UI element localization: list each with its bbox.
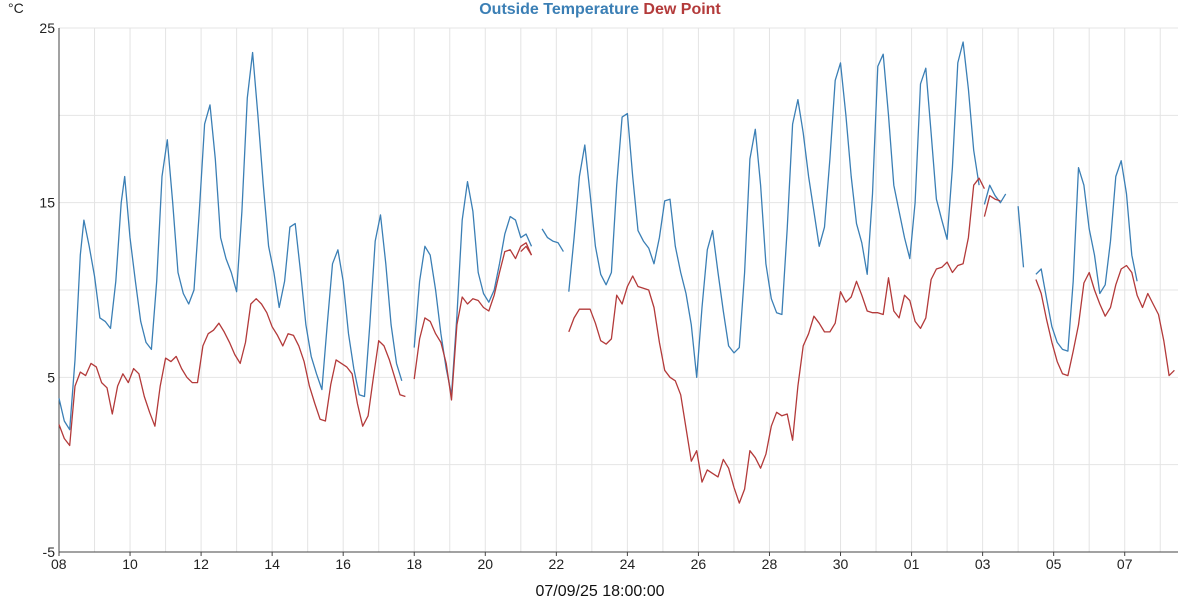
series-line-outside-temperature — [1017, 206, 1025, 268]
x-tick-label: 22 — [549, 556, 565, 572]
x-tick-label: 12 — [193, 556, 209, 572]
series-line-dew-point — [520, 245, 533, 256]
axes: -5 5 15 25 08 10 12 14 16 18 20 22 24 26 28 30 01 03 05 07 — [39, 20, 1178, 572]
x-tick-label: 18 — [406, 556, 422, 572]
y-tick-label: 5 — [47, 369, 55, 385]
series-line-outside-temperature — [983, 184, 1007, 205]
legend-outside-temperature: Outside Temperature — [479, 1, 639, 18]
x-tick-label: 16 — [335, 556, 351, 572]
x-tick-label: 20 — [477, 556, 493, 572]
x-tick-label: 01 — [904, 556, 920, 572]
series-line-dew-point — [983, 195, 1001, 217]
series-line-dew-point — [568, 177, 985, 504]
series-line-dew-point — [58, 298, 406, 447]
series-line-outside-temperature — [541, 228, 564, 252]
x-tick-label: 10 — [122, 556, 138, 572]
chart-title: Outside Temperature Dew Point — [0, 1, 1200, 19]
series-line-outside-temperature — [58, 51, 403, 431]
x-tick-label: 26 — [691, 556, 707, 572]
x-tick-label: 30 — [833, 556, 849, 572]
series-line-outside-temperature — [1035, 160, 1138, 352]
y-tick-label: -5 — [43, 544, 56, 560]
x-tick-label: 03 — [975, 556, 991, 572]
grid — [58, 27, 1178, 553]
legend-dew-point: Dew Point — [643, 1, 721, 18]
series-line-dew-point — [1035, 264, 1175, 377]
series-line-outside-temperature — [413, 181, 533, 396]
x-tick-label: 24 — [620, 556, 636, 572]
series-line-outside-temperature — [568, 41, 980, 378]
x-tick-label: 07 — [1117, 556, 1133, 572]
series-lines — [58, 41, 1175, 504]
x-tick-label: 08 — [51, 556, 67, 572]
x-tick-label: 14 — [264, 556, 280, 572]
x-tick-label: 28 — [762, 556, 778, 572]
timestamp: 07/09/25 18:00:00 — [535, 583, 665, 600]
y-axis-unit: °C — [8, 0, 24, 16]
y-tick-label: 15 — [39, 195, 55, 211]
x-tick-label: 05 — [1046, 556, 1062, 572]
series-line-dew-point — [413, 242, 533, 401]
y-tick-label: 25 — [39, 20, 55, 36]
